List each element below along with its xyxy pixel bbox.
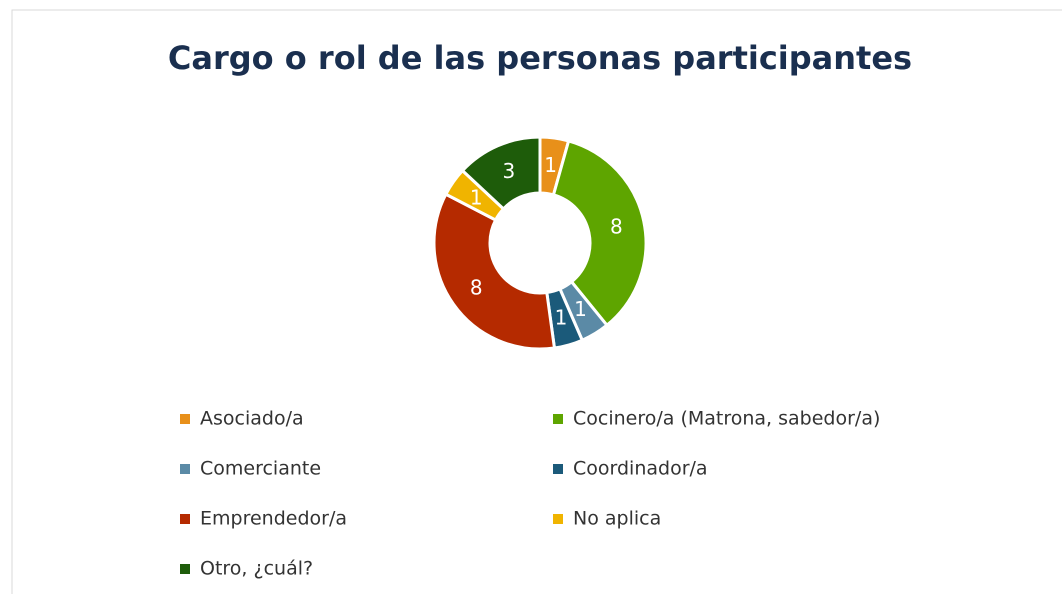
legend-swatch — [553, 414, 563, 424]
donut-segment — [432, 192, 557, 351]
value-label: 8 — [470, 275, 483, 299]
value-label: 8 — [610, 215, 623, 239]
legend-label: Coordinador/a — [573, 458, 708, 480]
legend-label: Emprendedor/a — [200, 508, 347, 530]
legend-swatch — [553, 464, 563, 474]
legend-label: Asociado/a — [200, 408, 304, 430]
donut-segment — [460, 135, 542, 211]
legend-swatch — [180, 564, 190, 574]
value-label: 3 — [503, 159, 516, 183]
legend-swatch — [553, 514, 563, 524]
value-label: 1 — [470, 186, 483, 210]
chart-title: Cargo o rol de las personas participante… — [168, 39, 912, 77]
legend-label: No aplica — [573, 508, 661, 530]
legend-label: Otro, ¿cuál? — [200, 558, 313, 580]
value-label: 1 — [555, 306, 568, 330]
legend-label: Cocinero/a (Matrona, sabedor/a) — [573, 408, 880, 430]
legend-label: Comerciante — [200, 458, 321, 480]
donut-segment — [551, 139, 648, 328]
legend-swatch — [180, 414, 190, 424]
value-label: 1 — [574, 297, 587, 321]
legend-swatch — [180, 464, 190, 474]
legend-swatch — [180, 514, 190, 524]
value-label: 1 — [544, 153, 557, 177]
